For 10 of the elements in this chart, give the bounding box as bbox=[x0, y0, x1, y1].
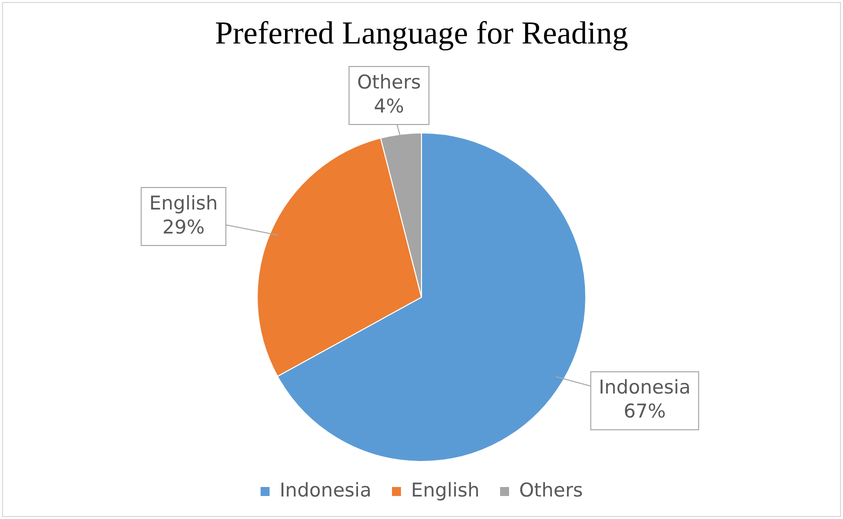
chart-title: Preferred Language for Reading bbox=[214, 14, 628, 51]
legend-label: Indonesia bbox=[280, 479, 372, 502]
legend-label: Others bbox=[519, 479, 583, 502]
slice-label: English bbox=[149, 192, 218, 214]
slice-label: Indonesia bbox=[598, 376, 691, 399]
data-label: 29% bbox=[162, 216, 205, 238]
legend-label: English bbox=[410, 479, 480, 502]
data-label: 67% bbox=[624, 400, 666, 423]
slice-label: Others bbox=[357, 71, 421, 94]
data-label: 4% bbox=[374, 95, 404, 118]
